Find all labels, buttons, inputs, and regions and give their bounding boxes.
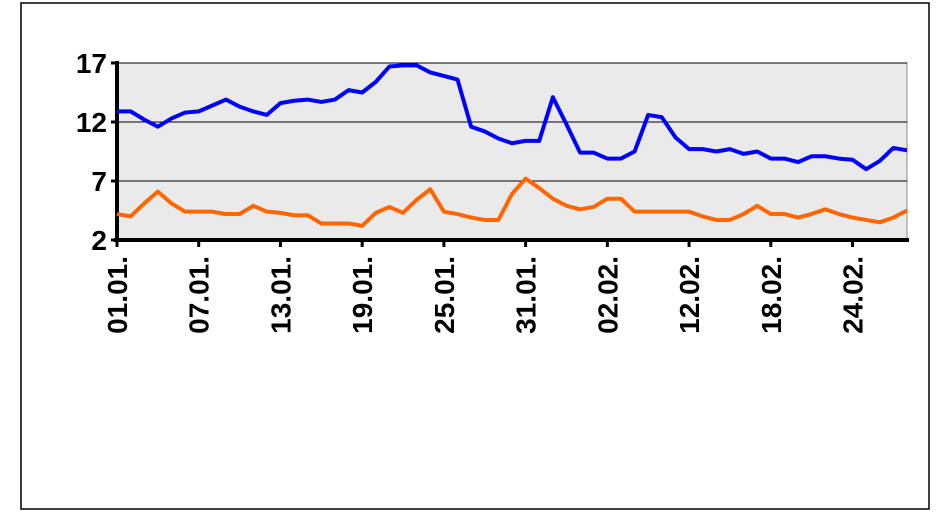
x-tick-label: 25.01.	[429, 256, 460, 334]
series-line	[116, 176, 908, 228]
x-tick-label: 18.02.	[756, 256, 787, 334]
y-tick-label: 7	[91, 166, 107, 197]
x-tick-label: 24.02.	[838, 256, 869, 334]
x-tick-label: 07.01.	[184, 256, 215, 334]
x-tick-label: 02.02.	[592, 256, 623, 334]
x-tick-label: 12.02.	[674, 256, 705, 334]
y-tick-label: 17	[76, 48, 107, 79]
y-tick-label: 2	[91, 225, 107, 256]
x-tick-label: 01.01.	[102, 256, 133, 334]
x-tick-label: 13.01.	[265, 256, 296, 334]
series-line	[117, 63, 908, 172]
x-tick-label: 19.01.	[347, 256, 378, 334]
x-tick-label: 31.01.	[511, 256, 542, 334]
y-tick-label: 12	[76, 107, 107, 138]
